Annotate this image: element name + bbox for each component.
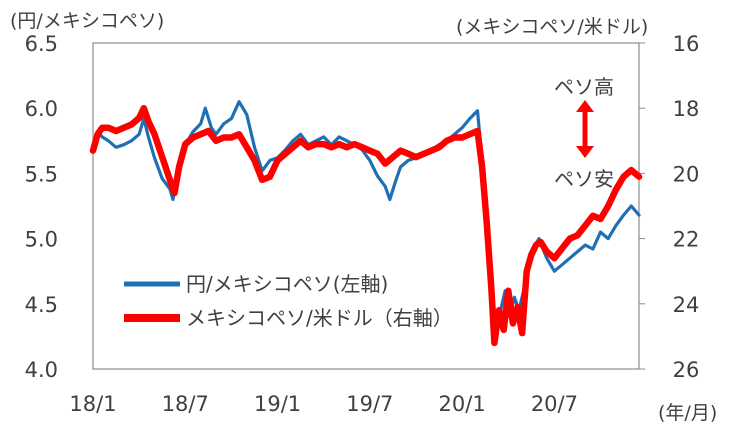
right-tick-label: 18 [673,97,700,121]
left-tick-label: 5.0 [25,228,58,252]
legend-label-mxn-usd: メキシコペソ/米ドル（右軸） [186,306,453,330]
left-tick-label: 4.0 [25,358,58,382]
left-tick-label: 5.5 [25,162,58,186]
x-tick-label: 18/7 [162,392,209,416]
series-line-mxn-usd [89,104,643,347]
left-tick-label: 6.0 [25,97,58,121]
peso-weak-label: ペソ安 [554,167,614,191]
x-tick-label: 19/1 [254,392,301,416]
left-tick-label: 4.5 [25,293,58,317]
right-axis-unit: (メキシコペソ/米ドル) [456,16,649,38]
right-tick-label: 24 [673,293,700,317]
legend-label-jpy-mxn: 円/メキシコペソ(左軸) [186,272,388,296]
arrow-up-head [576,100,594,112]
period-unit: (年/月) [658,402,718,424]
legend: 円/メキシコペソ(左軸) メキシコペソ/米ドル（右軸） [124,272,453,330]
right-tick-label: 20 [673,162,700,186]
x-tick-label: 20/7 [531,392,578,416]
x-tick-label: 20/1 [439,392,486,416]
right-tick-label: 16 [673,32,700,56]
left-axis-unit: (円/メキシコペソ) [10,10,165,32]
peso-strong-label: ペソ高 [554,75,614,99]
right-tick-label: 26 [673,358,700,382]
x-tick-label: 19/7 [346,392,393,416]
arrow-down-head [576,146,594,158]
right-tick-label: 22 [673,228,700,252]
left-tick-label: 6.5 [25,32,58,56]
plot-area-frame [92,42,640,370]
x-tick-label: 18/1 [69,392,116,416]
direction-arrow [576,100,594,158]
